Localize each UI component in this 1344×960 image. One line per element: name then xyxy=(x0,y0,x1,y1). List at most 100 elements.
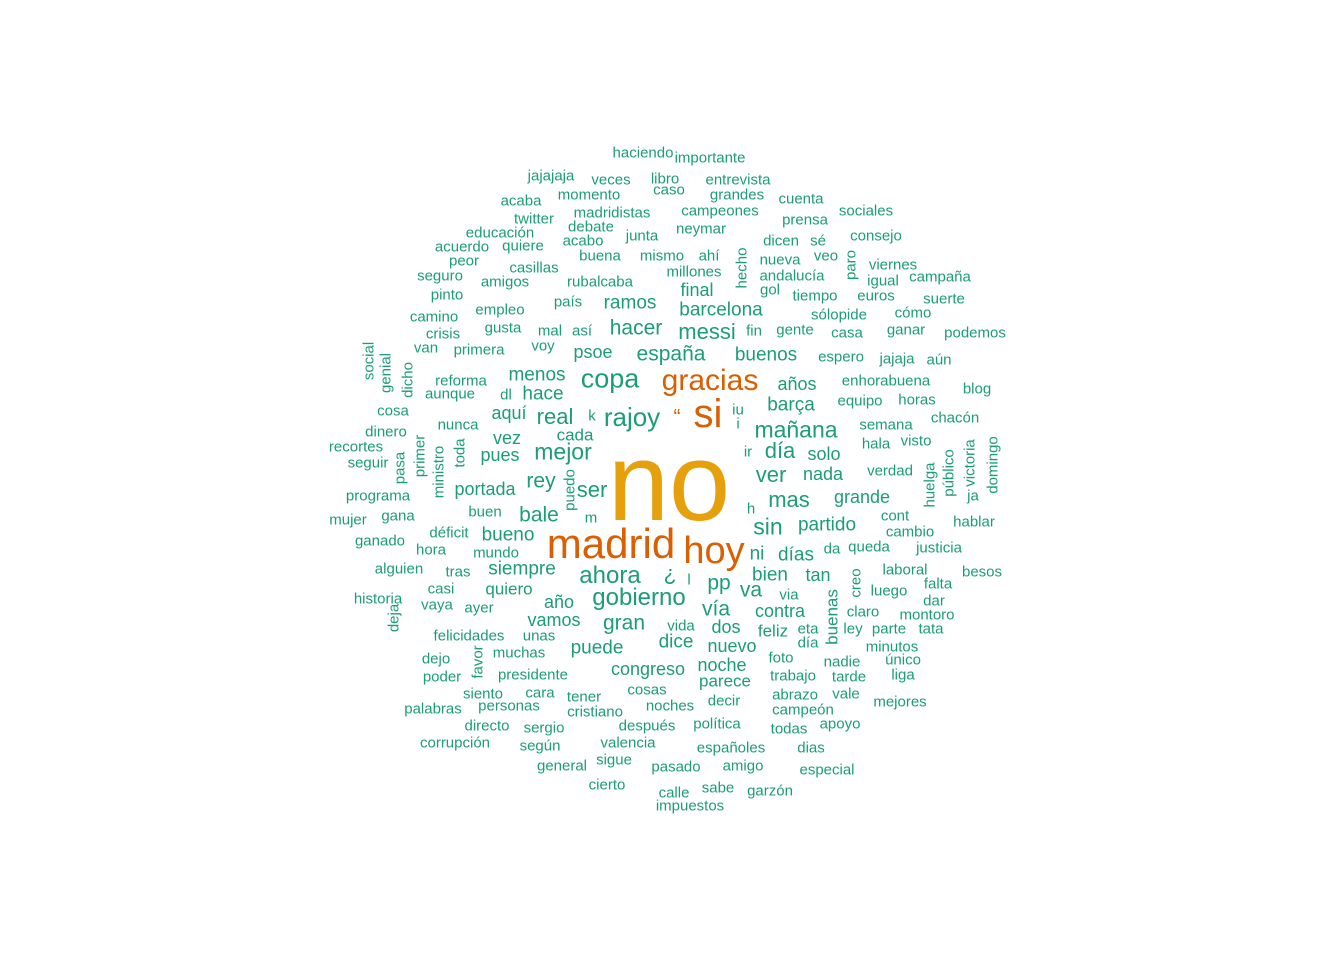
word: ser xyxy=(576,477,608,502)
word: amigos xyxy=(480,273,530,291)
word: luego xyxy=(870,582,908,600)
word: madridistas xyxy=(573,204,651,222)
word: país xyxy=(553,293,583,311)
word: si xyxy=(693,392,723,436)
word: sin xyxy=(753,513,783,540)
word: visto xyxy=(900,432,932,450)
word: tener xyxy=(566,688,602,706)
word: noches xyxy=(645,697,695,715)
word: euros xyxy=(857,287,895,305)
word: dias xyxy=(797,739,825,757)
word: jajajaja xyxy=(527,167,575,185)
word: gente xyxy=(776,321,814,339)
word: cómo xyxy=(894,304,932,322)
word: blog xyxy=(962,380,992,398)
word: neymar xyxy=(675,220,727,238)
word: tiempo xyxy=(792,287,838,305)
word: enhorabuena xyxy=(841,372,931,390)
word: tarde xyxy=(831,668,867,686)
word: dejo xyxy=(421,650,451,668)
word: ganar xyxy=(886,321,926,339)
word: abrazo xyxy=(772,686,818,704)
word: no xyxy=(607,421,731,544)
word: mejor xyxy=(534,438,592,465)
word: reforma xyxy=(435,372,487,390)
word: educación xyxy=(465,224,535,242)
word: minutos xyxy=(865,638,919,656)
word: personas xyxy=(478,697,540,715)
word: dicho xyxy=(399,362,417,398)
word: cuenta xyxy=(778,190,824,208)
word: cosa xyxy=(377,402,409,420)
word: casi xyxy=(427,580,455,598)
word: h xyxy=(746,500,756,518)
word: iu xyxy=(732,401,744,419)
word: bale xyxy=(519,503,559,527)
word: psoe xyxy=(573,342,613,362)
word: sé xyxy=(810,232,826,250)
word: nadie xyxy=(823,653,861,671)
word: contra xyxy=(754,601,806,621)
word: sólopide xyxy=(811,306,867,324)
word: dos xyxy=(711,617,741,637)
word: mundo xyxy=(473,544,519,562)
word: vía xyxy=(701,597,731,621)
word: ministro xyxy=(430,445,448,499)
word: fin xyxy=(746,322,762,340)
word: ramos xyxy=(603,292,657,314)
word: valencia xyxy=(600,734,656,752)
word: libro xyxy=(650,170,680,188)
word: gobierno xyxy=(592,584,686,611)
word: impuestos xyxy=(655,797,725,815)
word: gusta xyxy=(484,319,522,337)
word: seguir xyxy=(347,454,389,472)
word: menos xyxy=(508,364,566,386)
word: hecho xyxy=(733,247,751,289)
word: creo xyxy=(847,568,865,598)
word: aún xyxy=(926,351,952,369)
word: mujer xyxy=(329,511,367,529)
word: messi xyxy=(678,319,736,344)
word: garzón xyxy=(747,782,793,800)
word: campeones xyxy=(681,202,759,220)
word: feliz xyxy=(757,621,789,641)
word: muchas xyxy=(492,644,546,662)
word: justicia xyxy=(916,539,962,557)
word: da xyxy=(823,540,841,558)
word: mal xyxy=(537,322,563,340)
word: empleo xyxy=(475,301,525,319)
word: vamos xyxy=(527,610,581,630)
word: l xyxy=(687,571,691,589)
word: directo xyxy=(464,717,510,735)
word: verdad xyxy=(867,462,913,480)
word: día xyxy=(764,438,796,463)
word: días xyxy=(778,544,814,566)
word: congreso xyxy=(610,659,686,679)
word: partido xyxy=(797,514,857,536)
word: mas xyxy=(768,487,810,512)
word: dar xyxy=(923,592,945,610)
word: recortes xyxy=(328,438,384,456)
word: cara xyxy=(525,684,555,702)
word: madrid xyxy=(546,520,676,567)
word: peor xyxy=(448,252,480,270)
word: nada xyxy=(802,464,844,484)
word: favor xyxy=(469,645,487,679)
word: vida xyxy=(667,617,695,635)
word: trabajo xyxy=(770,667,816,685)
word: después xyxy=(618,717,676,735)
word: igual xyxy=(867,272,899,290)
word: primer xyxy=(411,434,429,478)
word: años xyxy=(777,374,817,394)
word: voy xyxy=(531,337,555,355)
word: queda xyxy=(848,538,890,556)
word: deja xyxy=(385,603,403,633)
word: calle xyxy=(658,784,690,802)
word: buenos xyxy=(734,344,798,366)
word: rubalcaba xyxy=(567,273,633,291)
word: amigo xyxy=(722,757,764,775)
word: primera xyxy=(453,341,505,359)
word: único xyxy=(885,651,921,669)
word: copa xyxy=(580,363,640,394)
